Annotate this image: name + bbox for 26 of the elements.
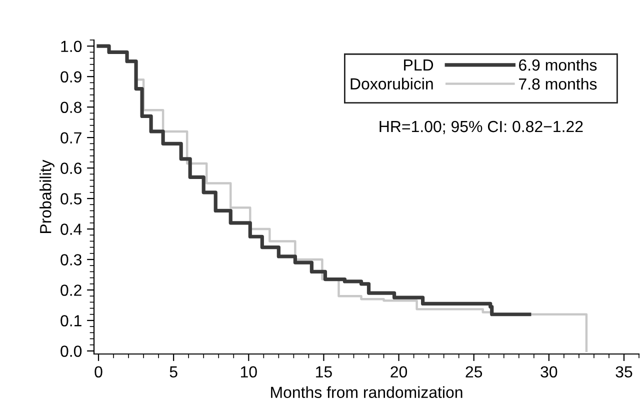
y-axis-title: Probability — [40, 160, 54, 233]
x-tick-label: 20 — [390, 366, 408, 378]
x-tick-label: 35 — [616, 366, 632, 378]
annotation: 7.8 months — [519, 78, 597, 90]
y-tick-label: 0.1 — [60, 315, 82, 326]
legend-label: Doxorubicin — [350, 78, 433, 90]
y-tick-label: 0.9 — [60, 71, 82, 83]
y-tick-label: 0.6 — [60, 162, 82, 174]
y-tick-label: 0.7 — [60, 132, 82, 144]
annotation: HR=1.00; 95% CI: 0.82−1.22 — [380, 120, 583, 134]
y-tick-label: 0.2 — [60, 284, 82, 296]
y-tick-label: 0.8 — [60, 102, 82, 114]
y-tick-label: 0.5 — [60, 193, 82, 204]
annotation: 6.9 months — [519, 58, 597, 71]
x-tick-label: 25 — [466, 366, 482, 378]
y-tick-label: 0.4 — [60, 224, 82, 235]
x-axis-title: Months from randomization — [271, 386, 462, 398]
y-tick-label: 1.0 — [61, 40, 82, 52]
y-tick-label: 0.0 — [60, 346, 82, 357]
x-tick-label: 0 — [94, 366, 102, 378]
legend-label: PLD — [404, 60, 434, 70]
x-tick-label: 5 — [170, 366, 178, 378]
x-tick-label: 10 — [240, 366, 257, 378]
x-tick-label: 30 — [540, 366, 558, 378]
x-tick-label: 15 — [316, 366, 332, 378]
y-tick-label: 0.3 — [60, 254, 82, 266]
